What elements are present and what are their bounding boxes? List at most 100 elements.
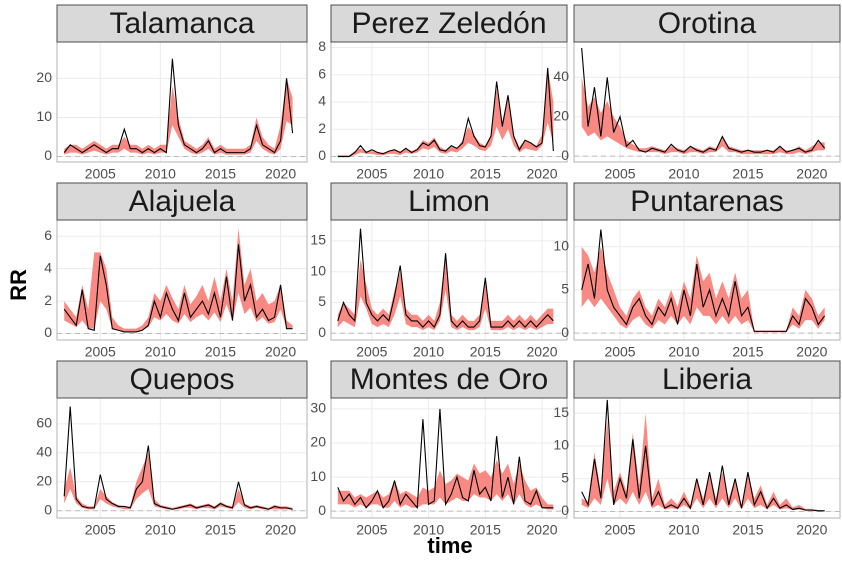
y-tick-label: 2 <box>318 120 326 136</box>
x-tick-label: 2020 <box>526 344 557 360</box>
y-tick-label: 2 <box>44 292 52 308</box>
x-tick-label: 2015 <box>732 166 763 182</box>
interval-band <box>64 228 293 332</box>
y-tick-label: 10 <box>310 468 326 484</box>
x-tick-label: 2015 <box>470 344 501 360</box>
strip-title: Montes de Oro <box>350 363 548 396</box>
x-tick-label: 2010 <box>668 344 699 360</box>
observed-line <box>581 47 826 153</box>
strip-title: Talamanca <box>109 7 254 40</box>
y-tick-label: 4 <box>44 259 52 275</box>
interval-band <box>581 413 825 511</box>
y-tick-label: 15 <box>553 404 569 420</box>
strip-title: Limon <box>408 185 490 218</box>
y-tick-label: 0 <box>318 502 326 518</box>
y-tick-label: 10 <box>36 108 52 124</box>
strip <box>573 4 841 43</box>
y-tick-label: 0 <box>318 324 326 340</box>
y-tick-label: 0 <box>318 147 326 163</box>
x-tick-label: 2015 <box>470 522 501 538</box>
y-tick-label: 10 <box>553 437 569 453</box>
strip-title: Quepos <box>129 363 234 396</box>
strip-title: Puntarenas <box>630 185 783 218</box>
x-tick-label: 2005 <box>85 166 116 182</box>
x-tick-label: 2010 <box>413 522 444 538</box>
x-tick-label: 2005 <box>85 522 116 538</box>
x-tick-label: 2020 <box>526 166 557 182</box>
x-tick-label: 2015 <box>205 166 236 182</box>
y-tick-label: 20 <box>36 473 52 489</box>
strip-title: Alajuela <box>129 185 236 218</box>
observed-line <box>581 399 825 512</box>
y-tick-label: 6 <box>44 227 52 243</box>
interval-band <box>581 246 825 333</box>
y-tick-label: 6 <box>318 65 326 81</box>
y-tick-label: 40 <box>36 444 52 460</box>
strip <box>56 360 308 399</box>
x-tick-label: 2020 <box>265 344 296 360</box>
y-tick-label: 60 <box>36 415 52 431</box>
strip-title: Liberia <box>662 363 752 396</box>
x-tick-label: 2020 <box>265 166 296 182</box>
strip <box>56 4 308 43</box>
observed-line <box>63 58 294 154</box>
x-axis-title: time <box>427 533 472 558</box>
x-tick-label: 2015 <box>470 166 501 182</box>
y-tick-label: 5 <box>561 281 569 297</box>
y-tick-label: 0 <box>561 147 569 163</box>
x-tick-label: 2020 <box>526 522 557 538</box>
observed-line <box>63 244 293 333</box>
y-axis-title: RR <box>6 269 31 301</box>
y-tick-label: 20 <box>553 107 569 123</box>
y-tick-label: 15 <box>310 232 326 248</box>
panel-background <box>57 398 307 518</box>
observed-line <box>337 408 554 510</box>
x-tick-label: 2010 <box>668 166 699 182</box>
x-tick-label: 2020 <box>796 522 827 538</box>
x-tick-label: 2005 <box>356 344 387 360</box>
observed-line <box>337 228 554 329</box>
strip <box>330 360 568 399</box>
panel-background <box>574 42 840 162</box>
strip <box>330 182 568 221</box>
y-tick-label: 0 <box>561 502 569 518</box>
x-tick-label: 2005 <box>356 166 387 182</box>
y-tick-label: 5 <box>561 469 569 485</box>
observed-line <box>337 67 554 158</box>
y-tick-label: 10 <box>310 262 326 278</box>
x-tick-label: 2010 <box>413 166 444 182</box>
observed-line <box>63 406 293 510</box>
x-tick-label: 2010 <box>145 166 176 182</box>
strip <box>56 182 308 221</box>
x-tick-label: 2005 <box>604 166 635 182</box>
y-tick-label: 4 <box>318 93 326 109</box>
x-tick-label: 2015 <box>205 522 236 538</box>
strip-title: Perez Zeledón <box>351 7 546 40</box>
strip <box>573 182 841 221</box>
y-tick-label: 5 <box>318 293 326 309</box>
interval-band <box>64 78 293 155</box>
x-tick-label: 2020 <box>796 344 827 360</box>
observed-line <box>581 229 826 332</box>
y-tick-label: 8 <box>318 38 326 54</box>
y-tick-label: 10 <box>553 237 569 253</box>
y-tick-label: 30 <box>310 400 326 416</box>
x-tick-label: 2005 <box>356 522 387 538</box>
x-tick-label: 2005 <box>604 344 635 360</box>
x-tick-label: 2015 <box>732 522 763 538</box>
y-tick-label: 0 <box>44 324 52 340</box>
x-tick-label: 2010 <box>413 344 444 360</box>
y-tick-label: 20 <box>310 434 326 450</box>
x-tick-label: 2015 <box>732 344 763 360</box>
strip <box>330 4 568 43</box>
strip <box>573 360 841 399</box>
y-tick-label: 0 <box>44 147 52 163</box>
y-tick-label: 20 <box>36 69 52 85</box>
x-tick-label: 2020 <box>265 522 296 538</box>
strip-title: Orotina <box>658 7 757 40</box>
x-tick-label: 2010 <box>668 522 699 538</box>
x-tick-label: 2005 <box>604 522 635 538</box>
x-tick-label: 2010 <box>145 344 176 360</box>
y-tick-label: 0 <box>44 501 52 517</box>
